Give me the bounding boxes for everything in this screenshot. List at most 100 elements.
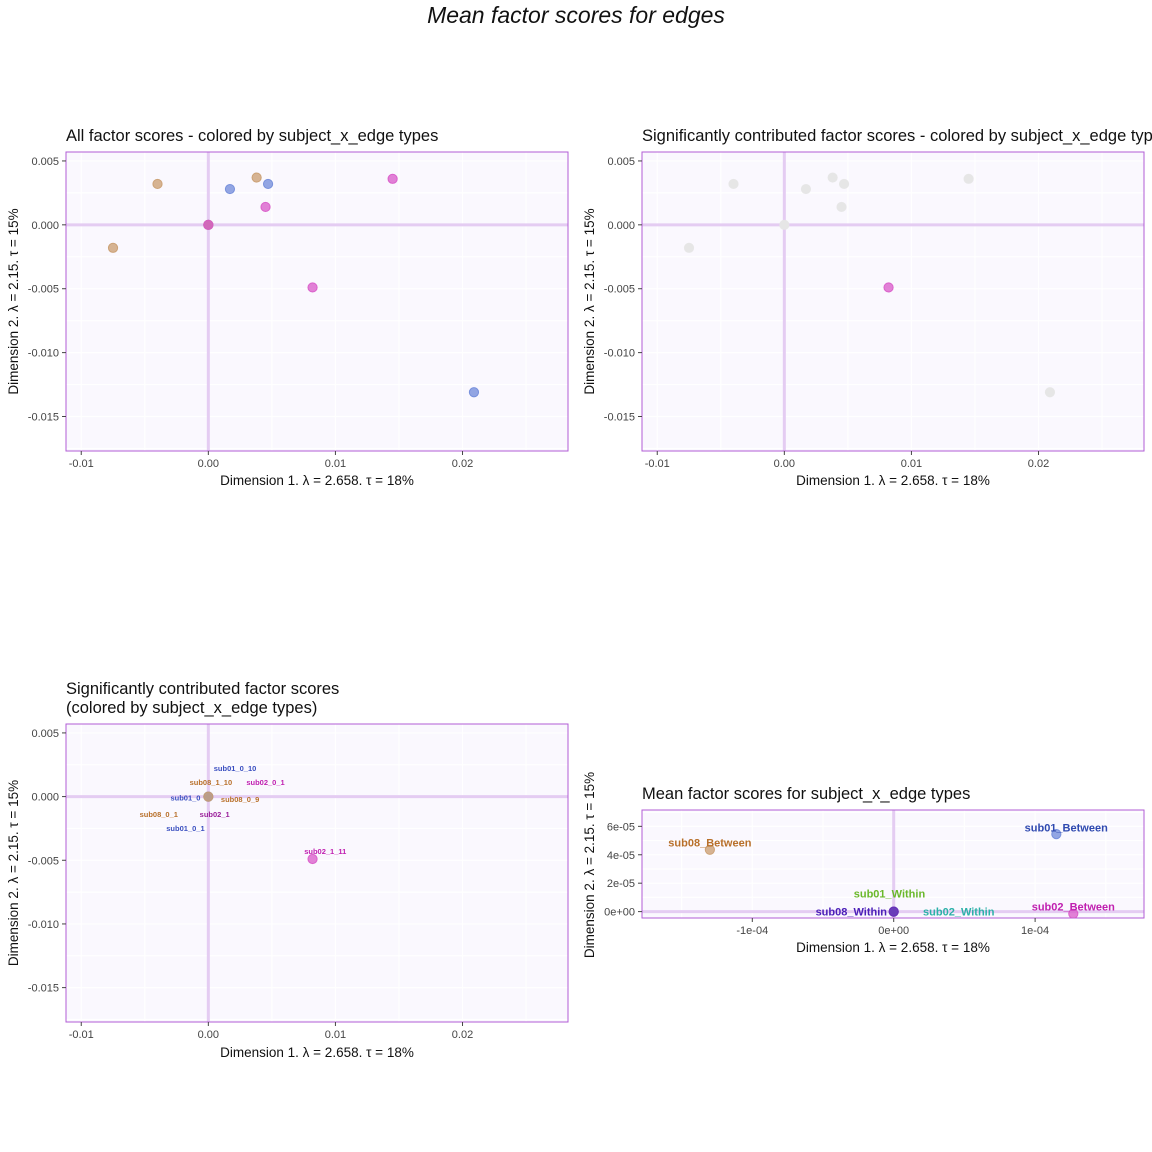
- y-tick-label: 4e-05: [607, 850, 635, 862]
- y-tick-label: -0.010: [604, 348, 635, 360]
- x-tick-label: 0.00: [198, 458, 219, 470]
- page-title: Mean factor scores for edges: [427, 2, 725, 28]
- y-tick-label: -0.015: [604, 412, 635, 424]
- panel-title: Significantly contributed factor scores …: [642, 127, 1152, 145]
- x-tick-label: -0.01: [69, 1029, 94, 1041]
- data-point: [224, 183, 236, 195]
- y-tick-label: -0.010: [28, 348, 59, 360]
- data-point: [888, 906, 899, 917]
- data-point: [779, 219, 790, 230]
- data-points: [704, 829, 1079, 918]
- panel-border: [65, 723, 569, 1023]
- point-label: sub08_Within: [816, 906, 888, 918]
- y-tick-label: -0.010: [28, 919, 59, 931]
- panel-border: [641, 151, 1145, 452]
- x-tick-label: -1e-04: [736, 925, 768, 937]
- point-label: sub02_0_1: [246, 778, 284, 787]
- data-point: [838, 178, 850, 190]
- y-tick-label: 0.000: [31, 792, 59, 804]
- data-point: [827, 172, 838, 183]
- x-axis-label: Dimension 1. λ = 2.658. τ = 18%: [796, 473, 990, 488]
- x-axis-label: Dimension 1. λ = 2.658. τ = 18%: [220, 473, 414, 488]
- data-point: [1044, 387, 1056, 398]
- panel-background: [66, 152, 568, 451]
- panel-title: (colored by subject_x_edge types): [66, 699, 317, 717]
- y-tick-label: 0.005: [607, 156, 635, 168]
- x-axis-label: Dimension 1. λ = 2.658. τ = 18%: [220, 1045, 414, 1060]
- panel-border: [65, 151, 569, 452]
- data-point: [704, 844, 715, 855]
- data-point: [262, 178, 274, 190]
- data-point: [800, 183, 812, 195]
- x-tick-label: 0.02: [452, 1029, 473, 1041]
- y-tick-label: -0.005: [28, 855, 59, 867]
- data-point: [152, 178, 163, 190]
- panel-2: Significantly contributed factor scores …: [582, 127, 1152, 488]
- point-label: sub01_0_1: [166, 824, 204, 833]
- data-point: [883, 282, 894, 293]
- data-point: [836, 201, 847, 213]
- data-point: [203, 791, 214, 802]
- y-tick-label: 6e-05: [607, 821, 635, 833]
- data-point: [203, 219, 214, 230]
- x-tick-label: 0.01: [325, 1029, 346, 1041]
- point-label: sub01_Within: [854, 889, 926, 901]
- x-tick-label: 0.02: [452, 458, 473, 470]
- panel-1: All factor scores - colored by subject_x…: [6, 127, 569, 488]
- y-tick-label: -0.005: [28, 284, 59, 296]
- x-axis-label: Dimension 1. λ = 2.658. τ = 18%: [796, 940, 990, 955]
- y-tick-label: -0.015: [28, 983, 59, 995]
- point-label: sub01_Between: [1025, 823, 1108, 835]
- y-tick-label: -0.015: [28, 412, 59, 424]
- y-axis-label: Dimension 2. λ = 2.15. τ = 15%: [582, 208, 597, 394]
- data-point: [307, 853, 318, 865]
- panel-title: All factor scores - colored by subject_x…: [66, 127, 438, 145]
- panel-3: Significantly contributed factor scores(…: [6, 680, 569, 1060]
- point-label: sub02_Between: [1032, 901, 1115, 913]
- panel-4: Mean factor scores for subject_x_edge ty…: [582, 772, 1145, 958]
- x-tick-label: 0.01: [325, 458, 346, 470]
- x-tick-label: 0.00: [198, 1029, 219, 1041]
- x-tick-label: 0.02: [1028, 458, 1049, 470]
- y-tick-label: 0.000: [607, 220, 635, 232]
- x-tick-label: 0e+00: [878, 925, 909, 937]
- panel-background: [642, 152, 1144, 451]
- point-label: sub01_0: [170, 793, 200, 802]
- x-tick-label: -0.01: [645, 458, 670, 470]
- point-label: sub02_1: [200, 810, 230, 819]
- point-label: sub08_0_1: [140, 810, 178, 819]
- data-point: [387, 173, 398, 184]
- data-point: [468, 387, 480, 398]
- panel-title: Mean factor scores for subject_x_edge ty…: [642, 785, 970, 803]
- panel-title: Significantly contributed factor scores: [66, 680, 339, 698]
- x-tick-label: -0.01: [69, 458, 94, 470]
- x-tick-label: 0.01: [901, 458, 922, 470]
- x-tick-label: 1e-04: [1021, 925, 1049, 937]
- y-axis-label: Dimension 2. λ = 2.15. τ = 15%: [582, 772, 597, 958]
- panel-border: [641, 809, 1145, 919]
- data-points: [203, 791, 318, 865]
- y-tick-label: 0.000: [31, 220, 59, 232]
- point-label: sub08_Between: [668, 838, 751, 850]
- y-tick-label: -0.005: [604, 284, 635, 296]
- data-point: [260, 201, 271, 213]
- data-point: [107, 242, 119, 253]
- point-label: sub02_Within: [923, 906, 995, 918]
- y-axis-label: Dimension 2. λ = 2.15. τ = 15%: [6, 208, 21, 394]
- data-point: [1068, 908, 1079, 918]
- point-label: sub02_1_11: [304, 847, 346, 856]
- y-tick-label: 0e+00: [604, 907, 635, 919]
- data-point: [728, 178, 739, 190]
- point-label: sub01_0_10: [214, 764, 257, 773]
- data-point: [307, 282, 318, 293]
- x-tick-label: 0.00: [774, 458, 795, 470]
- y-axis-label: Dimension 2. λ = 2.15. τ = 15%: [6, 780, 21, 966]
- data-points: [107, 172, 480, 398]
- y-tick-label: 2e-05: [607, 878, 635, 890]
- data-point: [251, 172, 262, 183]
- point-label: sub08_1_10: [190, 778, 233, 787]
- data-point: [1051, 829, 1062, 840]
- panel-background: [66, 724, 568, 1022]
- data-points: [683, 172, 1056, 398]
